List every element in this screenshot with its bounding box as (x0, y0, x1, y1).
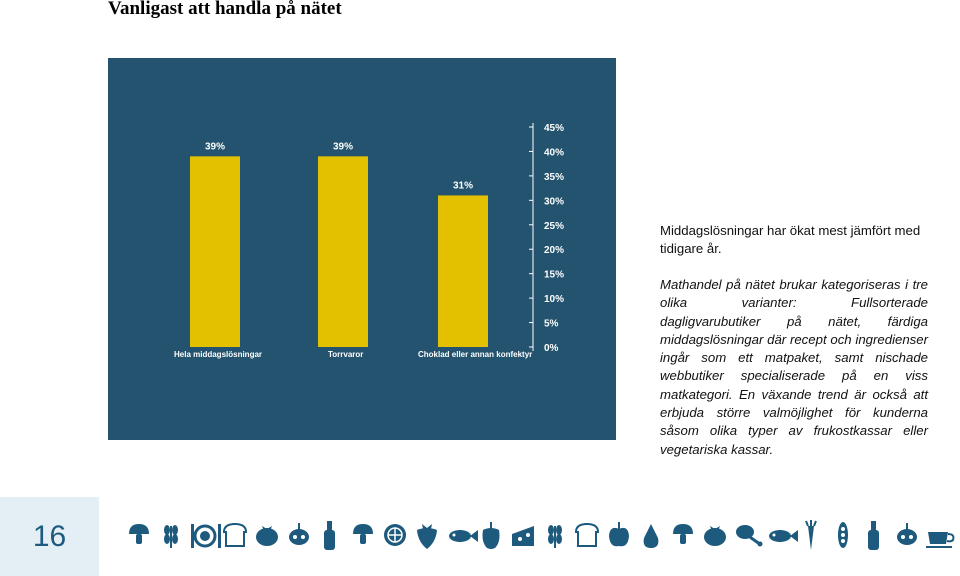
bar-value-label: 39% (333, 141, 353, 152)
x-category-label: Torrvaror (328, 350, 363, 359)
tomato-icon (704, 526, 726, 546)
bar-value-label: 31% (453, 180, 473, 191)
y-tick-label: 5% (544, 319, 559, 330)
mushroom-icon (673, 524, 693, 544)
y-tick-label: 0% (544, 343, 559, 354)
y-tick-label: 45% (544, 123, 564, 134)
radish-icon (289, 523, 309, 545)
bottle-icon (868, 521, 879, 550)
strawberry-icon (417, 524, 437, 549)
bar-chart: 0% 5% 10% 15% 20% 25% 30% 35% 40% 45% 39% Hela midd… (108, 58, 616, 440)
mushroom-icon (353, 524, 373, 544)
radish-icon (897, 523, 917, 545)
y-tick-label: 15% (544, 270, 564, 281)
tomato-icon (256, 526, 278, 546)
side-heading: Middagslösningar har ökat mest jämfört m… (660, 223, 921, 257)
bar-value-label: 39% (205, 141, 225, 152)
coffee-cup-icon (926, 532, 955, 548)
chart-canvas: 0% 5% 10% 15% 20% 25% 30% 35% 40% 45% 39% Hela midd… (174, 123, 564, 359)
wheat-icon (548, 525, 562, 548)
y-tick-label: 20% (544, 245, 564, 256)
y-tick-label: 25% (544, 221, 564, 232)
bar (318, 156, 368, 347)
wheat-icon (164, 525, 178, 548)
food-icon-strip (129, 520, 955, 550)
peapod-icon (838, 522, 848, 548)
pepper-icon (482, 522, 500, 549)
bar (438, 195, 488, 347)
citrus-icon (384, 524, 406, 546)
bar (190, 156, 240, 347)
apple-icon (609, 522, 629, 547)
page-number: 16 (32, 519, 67, 553)
bottle-icon (324, 521, 335, 550)
pear-icon (643, 524, 659, 548)
x-category-label: Hela middagslösningar (174, 350, 262, 359)
mushroom-icon (129, 524, 149, 544)
x-category-label: Choklad eller annan konfektyr (418, 350, 532, 359)
page-number-box: 16 (0, 497, 99, 576)
drumstick-icon (736, 525, 763, 547)
bread-icon (222, 522, 248, 547)
y-tick-label: 10% (544, 294, 564, 305)
page-title: Vanligast att handla på nätet (108, 0, 342, 19)
carrot-icon (805, 520, 817, 550)
bread-icon (574, 522, 600, 547)
side-body-text: Mathandel på nätet brukar kategoriseras … (660, 277, 928, 457)
y-tick-label: 30% (544, 196, 564, 207)
cutlery-plate-icon (191, 524, 221, 548)
y-tick-label: 40% (544, 147, 564, 158)
fish-icon (769, 530, 798, 542)
cheese-icon (512, 526, 534, 546)
fish-icon (449, 530, 478, 542)
y-tick-label: 35% (544, 172, 564, 183)
